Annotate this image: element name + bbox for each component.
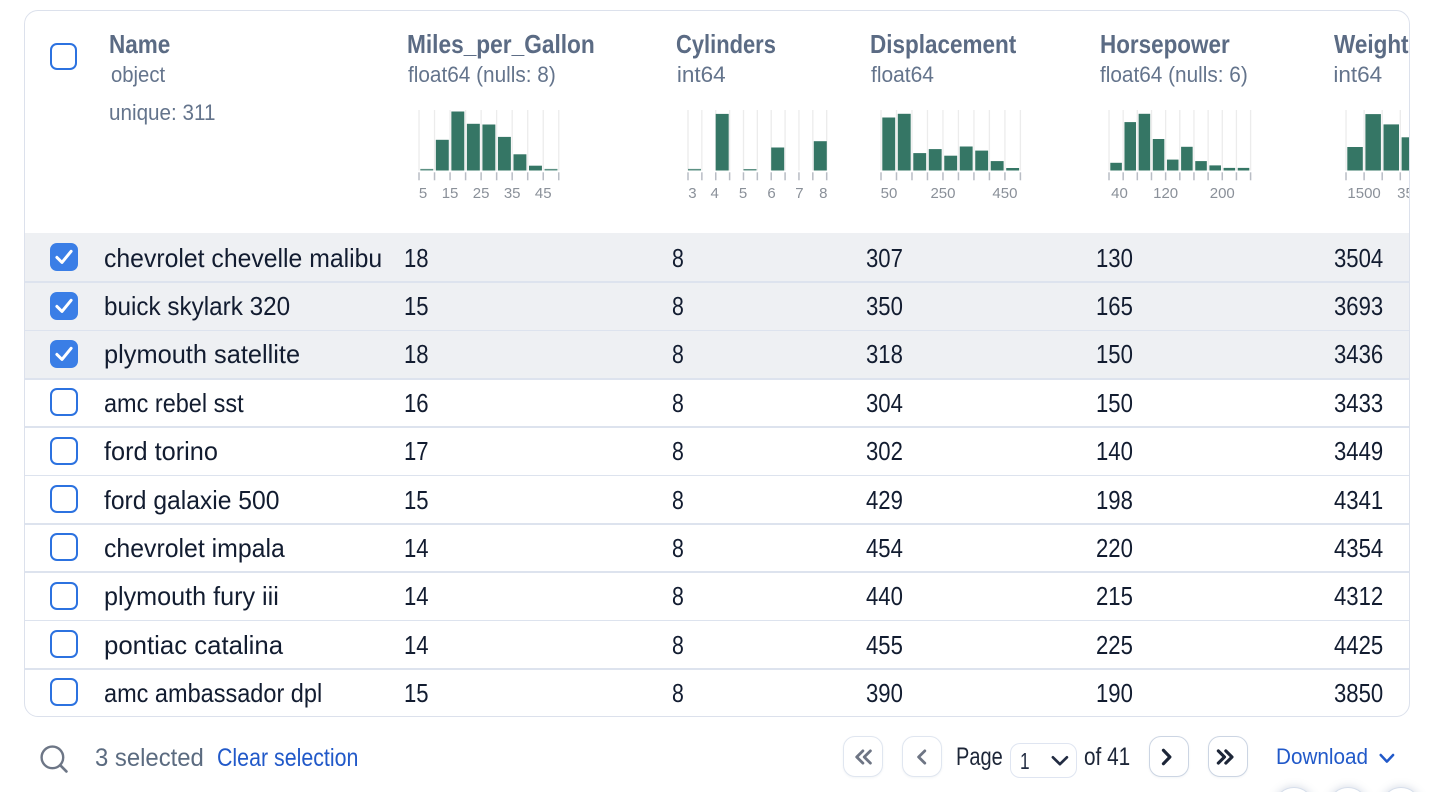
svg-text:7: 7 — [796, 184, 804, 201]
svg-text:1500: 1500 — [1347, 184, 1380, 201]
svg-text:3: 3 — [689, 184, 697, 201]
svg-text:8: 8 — [820, 184, 828, 201]
svg-text:50: 50 — [881, 184, 898, 201]
svg-text:250: 250 — [931, 184, 956, 201]
svg-text:4: 4 — [711, 184, 719, 201]
svg-text:45: 45 — [535, 184, 552, 201]
svg-text:450: 450 — [992, 184, 1017, 201]
svg-text:5: 5 — [739, 184, 747, 201]
svg-text:35: 35 — [504, 184, 521, 201]
svg-text:40: 40 — [1111, 184, 1128, 201]
svg-text:6: 6 — [768, 184, 776, 201]
svg-text:15: 15 — [442, 184, 459, 201]
svg-text:3500: 3500 — [1397, 184, 1410, 201]
svg-text:120: 120 — [1153, 184, 1178, 201]
svg-text:25: 25 — [473, 184, 490, 201]
svg-text:5: 5 — [419, 184, 427, 201]
svg-text:200: 200 — [1210, 184, 1235, 201]
